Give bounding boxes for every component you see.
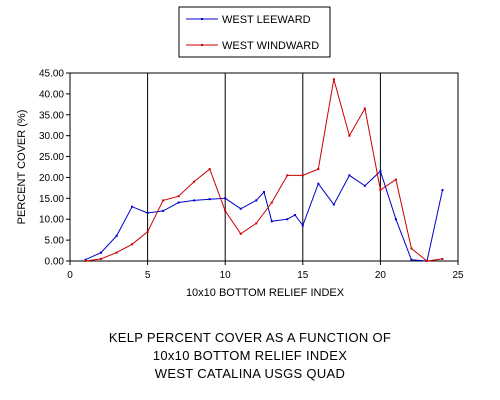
data-point-west-windward-7 [193, 180, 196, 183]
grid-lines [147, 73, 381, 261]
y-axis-label: PERCENT COVER (%) [16, 110, 28, 225]
data-point-west-leeward-21 [379, 170, 382, 173]
legend-marker-west-leeward [201, 18, 203, 20]
legend-label-west-windward: WEST WINDWARD [222, 40, 319, 52]
data-point-west-leeward-18 [332, 203, 335, 206]
y-tick-label-6: 30.00 [39, 131, 64, 142]
series-line-west-windward [85, 79, 443, 262]
y-tick-label-3: 15.00 [39, 194, 64, 205]
data-point-west-leeward-2 [115, 234, 118, 237]
y-tick-label-2: 10.00 [39, 215, 64, 226]
data-point-west-windward-12 [270, 201, 273, 204]
data-point-west-leeward-19 [348, 174, 351, 177]
data-point-west-windward-19 [379, 188, 382, 191]
data-point-west-leeward-6 [177, 201, 180, 204]
data-point-west-leeward-13 [270, 220, 273, 223]
legend: WEST LEEWARD WEST WINDWARD [178, 6, 331, 58]
data-point-west-windward-5 [162, 199, 165, 202]
x-tick-label-20: 20 [375, 270, 387, 281]
caption-line-3: WEST CATALINA USGS QUAD [154, 366, 346, 381]
data-point-west-leeward-16 [301, 224, 304, 227]
data-point-west-leeward-7 [193, 199, 196, 202]
data-point-west-leeward-15 [294, 214, 297, 217]
data-point-west-leeward-9 [224, 197, 227, 200]
data-point-west-windward-20 [394, 178, 397, 181]
data-point-west-leeward-4 [146, 211, 149, 214]
legend-box [178, 6, 331, 58]
caption-line-2: 10x10 BOTTOM RELIEF INDEX [152, 348, 348, 363]
data-point-west-leeward-14 [286, 218, 289, 221]
data-point-west-leeward-5 [162, 209, 165, 212]
data-point-west-windward-16 [332, 78, 335, 81]
x-tick-label-5: 5 [145, 270, 151, 281]
data-point-west-windward-14 [301, 174, 304, 177]
data-point-west-windward-3 [131, 243, 134, 246]
data-point-west-leeward-12 [263, 191, 265, 194]
y-tick-label-1: 5.00 [45, 236, 65, 247]
x-axis-label: 10x10 BOTTOM RELIEF INDEX [186, 287, 345, 299]
data-point-west-windward-10 [239, 232, 242, 235]
data-point-west-windward-13 [286, 174, 289, 177]
data-point-west-windward-21 [410, 247, 413, 250]
data-point-west-windward-18 [363, 107, 366, 110]
plot-border [69, 72, 459, 262]
data-point-west-leeward-20 [363, 184, 366, 187]
y-tick-label-0: 0.00 [45, 257, 65, 268]
data-point-west-leeward-1 [100, 251, 103, 254]
data-point-west-leeward-23 [410, 258, 413, 261]
data-point-west-leeward-0 [84, 258, 87, 261]
data-point-west-leeward-22 [394, 218, 397, 221]
y-axis-ticks: 0.00 5.00 10.00 15.00 20.00 25.00 30.00 35.00 40… [39, 69, 70, 268]
series-west-windward [84, 78, 444, 262]
x-tick-label-25: 25 [452, 270, 464, 281]
data-point-west-windward-0 [84, 260, 87, 262]
data-point-west-windward-9 [224, 209, 227, 212]
y-tick-label-5: 25.00 [39, 152, 64, 163]
y-tick-label-4: 20.00 [39, 173, 64, 184]
data-point-west-leeward-8 [208, 198, 211, 201]
x-tick-label-10: 10 [220, 270, 232, 281]
series-layer [84, 78, 444, 262]
legend-label-west-leeward: WEST LEEWARD [222, 14, 311, 26]
data-point-west-windward-17 [348, 134, 351, 137]
data-point-west-windward-11 [255, 222, 258, 225]
data-point-west-windward-1 [100, 257, 103, 260]
caption-line-1: KELP PERCENT COVER AS A FUNCTION OF [108, 330, 392, 345]
data-point-west-leeward-25 [441, 188, 444, 191]
data-point-west-windward-2 [115, 251, 118, 254]
y-tick-label-7: 35.00 [39, 110, 64, 121]
data-point-west-windward-8 [208, 168, 211, 171]
x-tick-label-15: 15 [297, 270, 309, 281]
plot-area [69, 72, 459, 262]
data-point-west-windward-23 [441, 257, 444, 260]
data-point-west-leeward-10 [239, 207, 242, 210]
data-point-west-leeward-17 [317, 182, 320, 185]
x-tick-label-0: 0 [67, 270, 73, 281]
data-point-west-windward-15 [317, 168, 320, 171]
data-point-west-windward-4 [146, 230, 149, 233]
y-tick-label-8: 40.00 [39, 89, 64, 100]
data-point-west-windward-22 [425, 260, 428, 262]
x-axis-ticks: 0 5 10 15 20 25 [67, 261, 464, 281]
legend-marker-west-windward [201, 44, 203, 46]
series-west-leeward [84, 170, 444, 262]
y-tick-label-9: 45.00 [39, 69, 64, 80]
series-line-west-leeward [85, 170, 443, 262]
data-point-west-leeward-11 [255, 199, 258, 202]
data-point-west-windward-6 [177, 195, 180, 198]
data-point-west-leeward-3 [131, 205, 134, 208]
